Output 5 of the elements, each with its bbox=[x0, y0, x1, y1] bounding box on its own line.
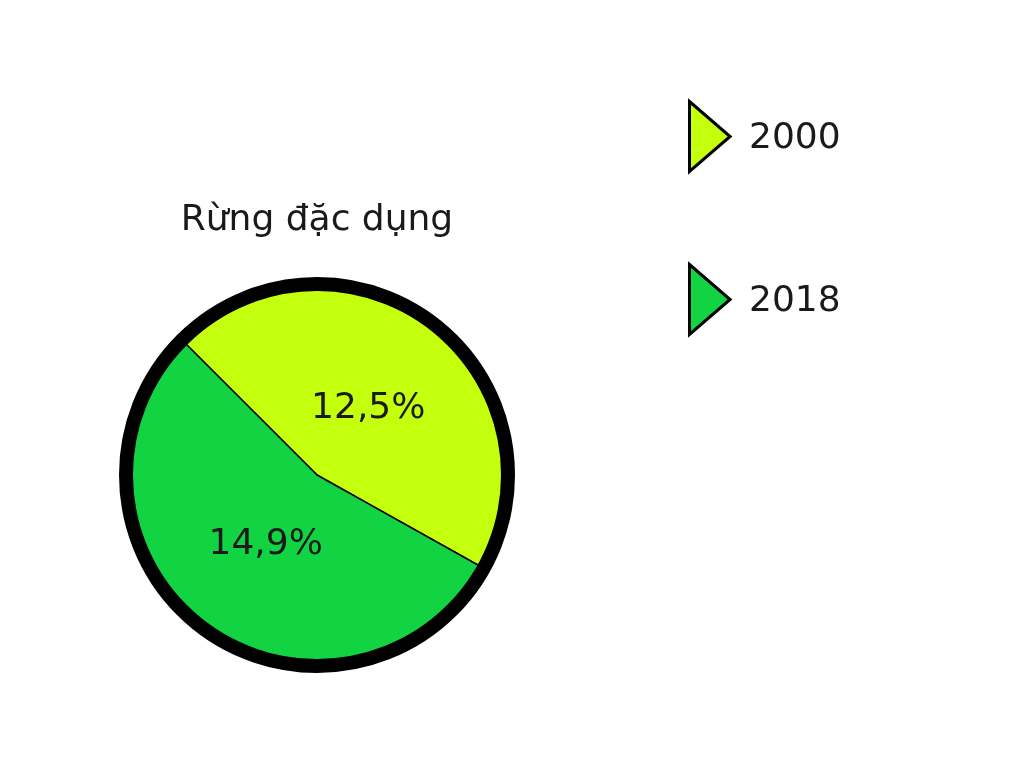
data-label: 14,9% bbox=[208, 520, 323, 562]
data-label: 12,5% bbox=[311, 385, 426, 427]
legend-label: 2000 bbox=[749, 114, 841, 156]
legend-label: 2018 bbox=[749, 277, 841, 319]
text: Rừng đặc dụng bbox=[180, 197, 454, 238]
